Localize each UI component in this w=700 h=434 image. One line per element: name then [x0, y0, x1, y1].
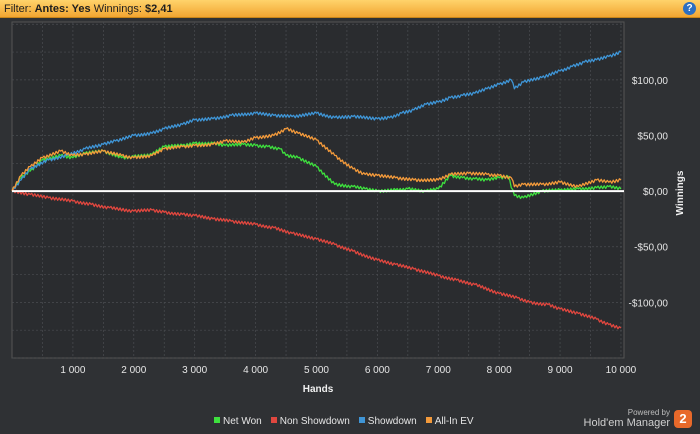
- antes-filter: Antes: Yes: [34, 3, 91, 15]
- x-tick-label: 5 000: [304, 365, 329, 376]
- powered-by-label: Powered by: [627, 408, 670, 417]
- x-tick-label: 6 000: [365, 365, 390, 376]
- y-tick-label: $100,00: [632, 76, 669, 87]
- x-tick-label: 3 000: [182, 365, 207, 376]
- legend-item[interactable]: Showdown: [358, 416, 417, 427]
- x-tick-label: 2 000: [121, 365, 146, 376]
- series-line-non-showdown: [11, 189, 622, 330]
- x-tick-label: 9 000: [548, 365, 573, 376]
- series-line-all-in-ev: [11, 127, 622, 192]
- x-tick-label: 8 000: [487, 365, 512, 376]
- winnings-chart: 1 000 2 000 3 000 4 000 5 000 6 000 7 000 8 000…: [11, 21, 686, 395]
- x-tick-label: 4 000: [243, 365, 268, 376]
- help-icon[interactable]: ?: [683, 2, 696, 15]
- grid: [12, 22, 624, 359]
- legend-label: Net Won: [223, 416, 262, 427]
- x-axis-label: Hands: [303, 384, 334, 395]
- brand-name: Hold'em Manager: [583, 417, 670, 429]
- legend-item[interactable]: Non Showdown: [270, 416, 350, 427]
- hem-logo-icon: 2: [674, 410, 692, 428]
- legend-label: Showdown: [367, 416, 417, 427]
- filter-prefix: Filter:: [4, 3, 32, 15]
- legend-item[interactable]: Net Won: [214, 416, 262, 427]
- winnings-label: Winnings:: [93, 3, 142, 15]
- legend-swatch: [425, 417, 432, 423]
- filter-bar: Filter: Antes: Yes Winnings: $2,41: [0, 0, 700, 18]
- x-tick-label: 10 000: [606, 365, 637, 376]
- winnings-value: $2,41: [145, 3, 173, 15]
- x-tick-label: 7 000: [426, 365, 451, 376]
- legend-label: Non Showdown: [279, 416, 350, 427]
- legend: Net Won Non Showdown Showdown All-In EV: [214, 416, 483, 427]
- x-tick-label: 1 000: [60, 365, 85, 376]
- series-line-showdown: [11, 50, 622, 192]
- legend-swatch: [270, 417, 277, 423]
- legend-label: All-In EV: [434, 416, 474, 427]
- series-group: [11, 50, 624, 330]
- y-tick-label: $0,00: [643, 187, 668, 198]
- series-line-net-won: [11, 141, 622, 200]
- y-tick-label: -$50,00: [634, 243, 668, 254]
- plot-area: [11, 21, 625, 359]
- brand: Powered by Hold'em Manager: [584, 408, 670, 430]
- legend-swatch: [358, 417, 365, 423]
- y-tick-labels: $100,00 $50,00 $0,00 -$50,00 -$100,00: [629, 76, 669, 310]
- legend-item[interactable]: All-In EV: [425, 416, 474, 427]
- legend-swatch: [214, 417, 220, 423]
- y-tick-label: $50,00: [637, 131, 668, 142]
- y-tick-label: -$100,00: [629, 298, 669, 309]
- x-tick-labels: 1 000 2 000 3 000 4 000 5 000 6 000 7 000 8 000…: [60, 365, 636, 376]
- y-axis-label: Winnings: [675, 170, 686, 215]
